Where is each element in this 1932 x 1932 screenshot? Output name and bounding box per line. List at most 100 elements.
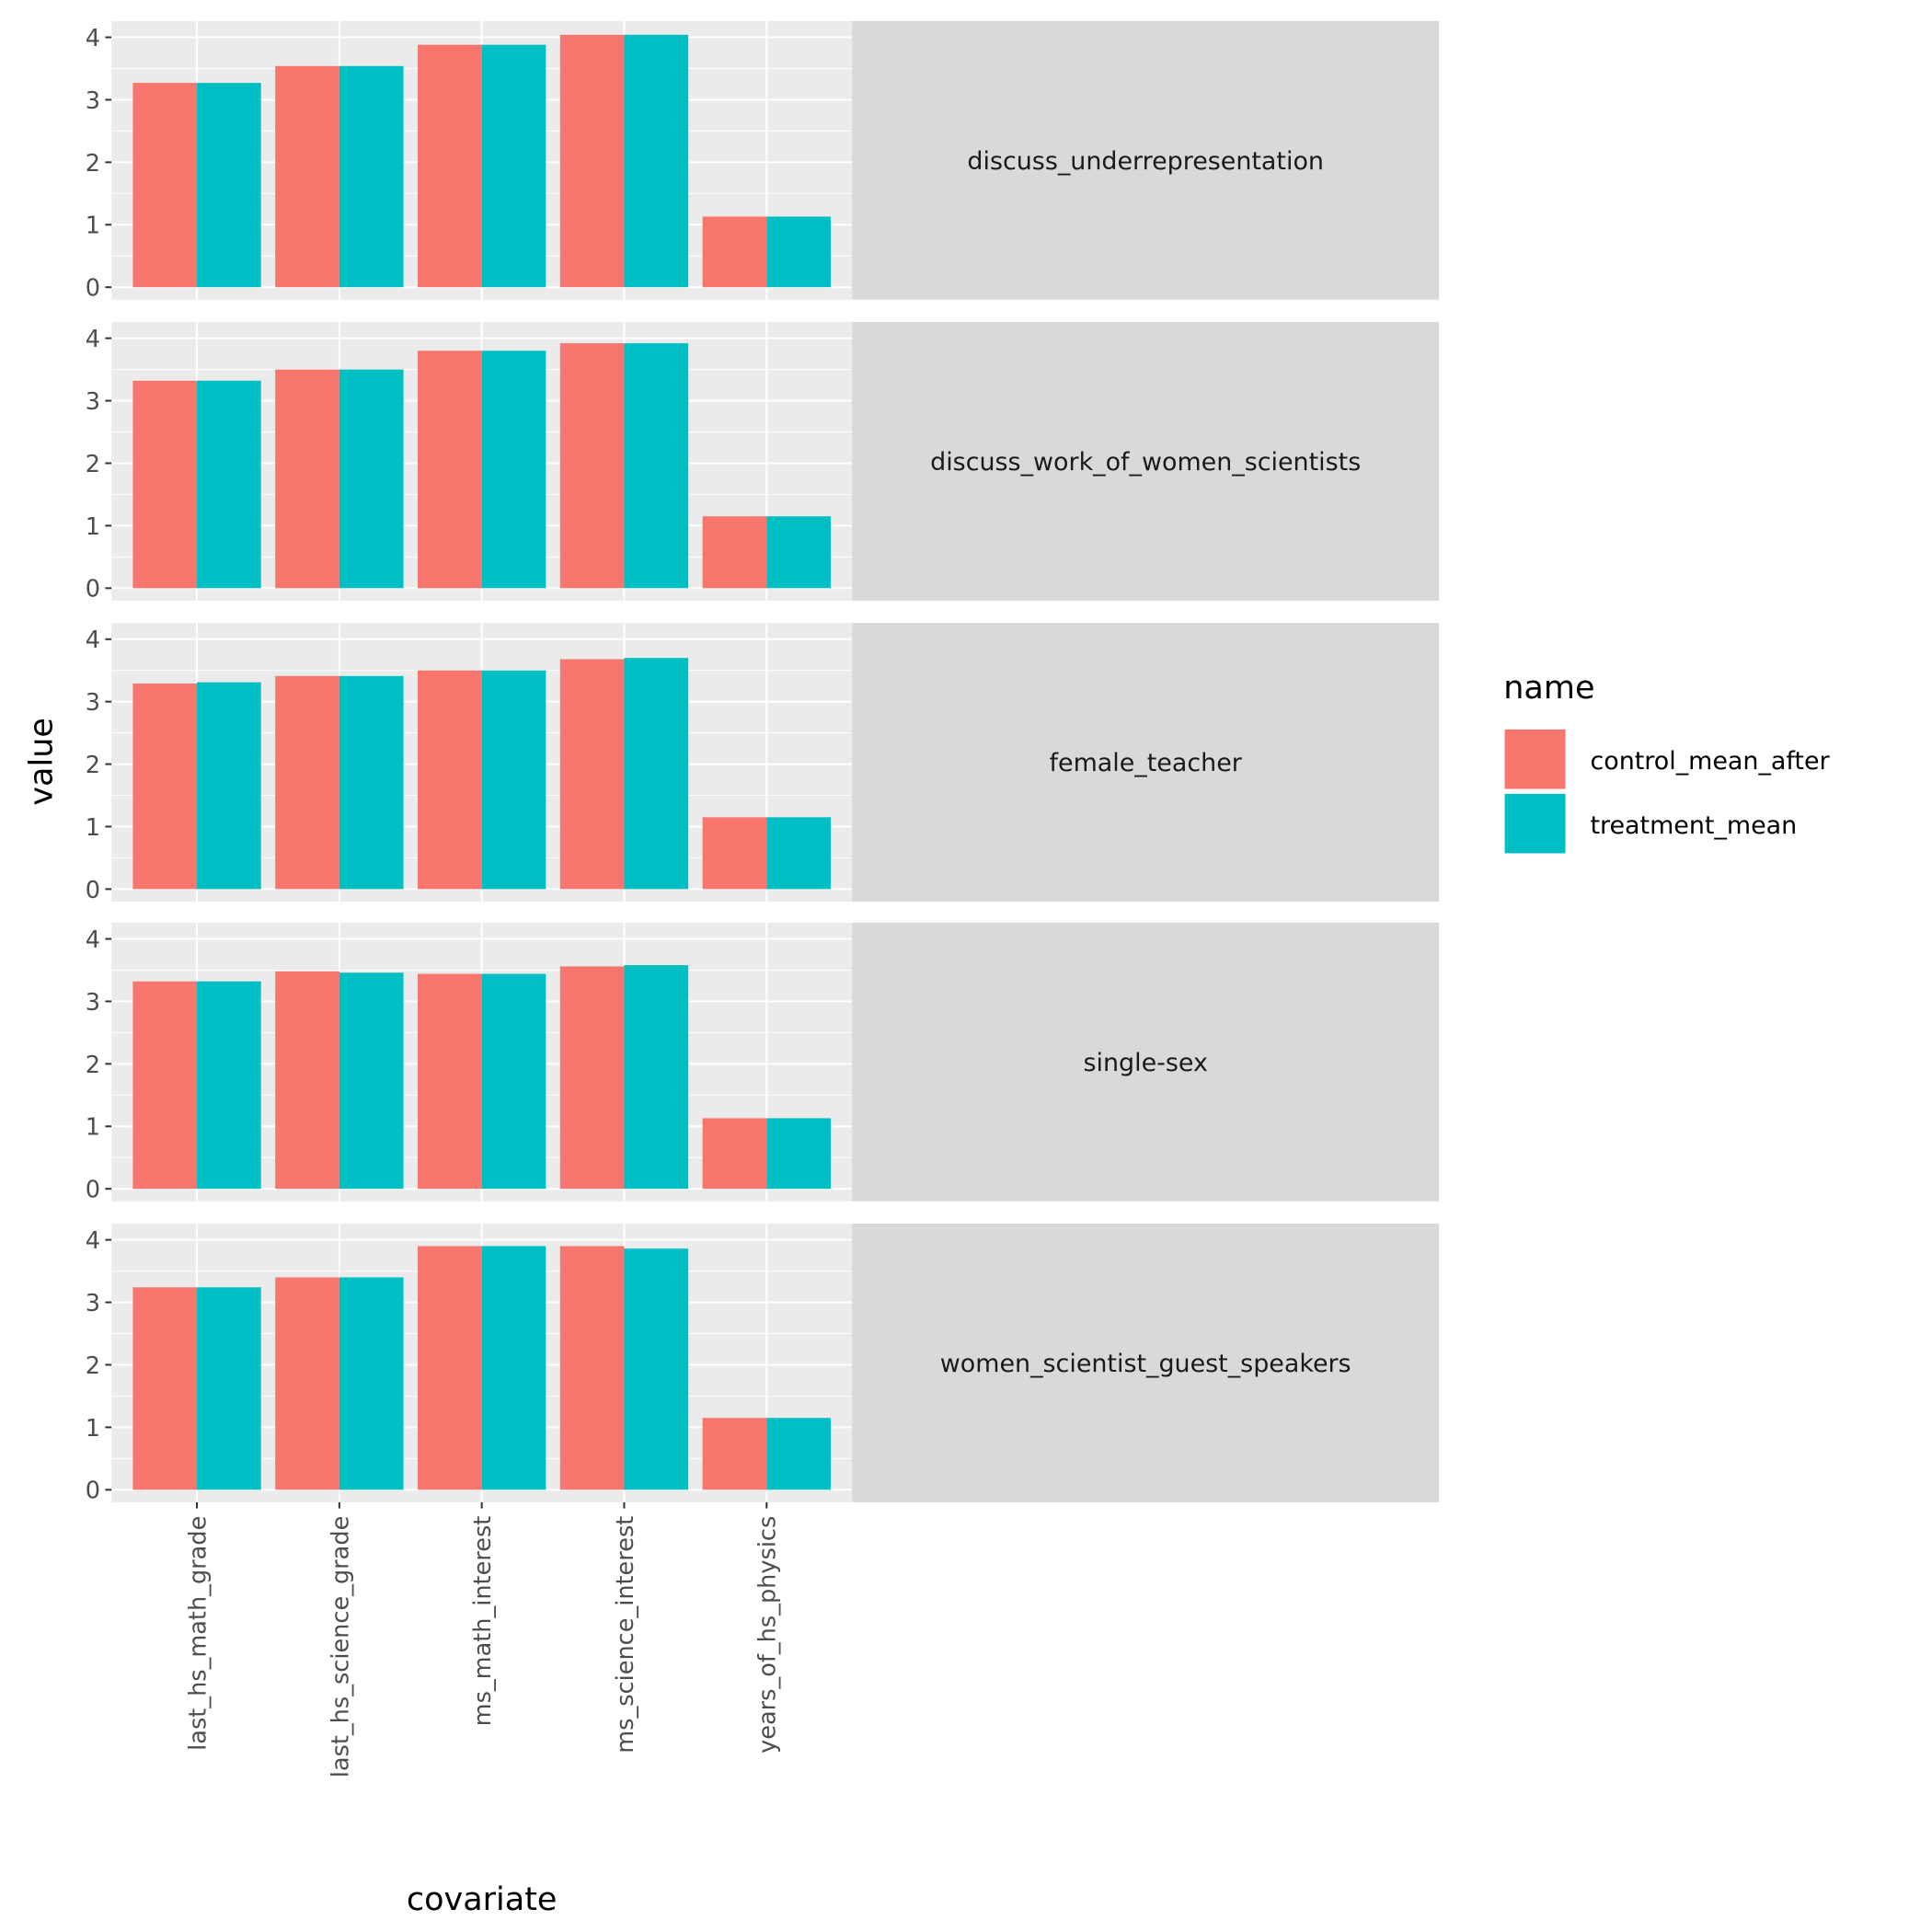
- x-axis-title: covariate: [407, 1881, 558, 1918]
- y-tick-label: 3: [86, 1290, 100, 1317]
- y-tick-label: 0: [86, 275, 100, 303]
- y-tick-label: 4: [86, 326, 100, 353]
- x-tick-label: ms_science_interest: [612, 1516, 639, 1754]
- facet-panel: 0 1 2 3 4 female_teacher: [86, 623, 1440, 904]
- bar-control_mean_after-years_of_hs_physics: [702, 1418, 767, 1490]
- bar-control_mean_after-last_hs_science_grade: [275, 675, 339, 890]
- y-tick-label: 2: [86, 1352, 100, 1380]
- facet-strip-label: women_scientist_guest_speakers: [940, 1350, 1351, 1378]
- y-tick-label: 3: [86, 689, 100, 717]
- facet-panel: 0 1 2 3 4 women_scientist_guest_speakers last_…: [86, 1224, 1440, 1778]
- bar-treatment_mean-last_hs_math_grade: [197, 981, 261, 1190]
- bar-treatment_mean-last_hs_science_grade: [339, 675, 404, 890]
- bar-control_mean_after-ms_math_interest: [417, 1246, 482, 1490]
- bar-treatment_mean-last_hs_math_grade: [197, 1287, 261, 1490]
- bar-control_mean_after-last_hs_science_grade: [275, 369, 339, 589]
- bar-treatment_mean-ms_math_interest: [481, 44, 546, 288]
- legend-label-control: control_mean_after: [1590, 747, 1830, 776]
- bar-treatment_mean-last_hs_science_grade: [339, 369, 404, 589]
- facet-strip: [852, 922, 1440, 1202]
- bar-treatment_mean-years_of_hs_physics: [766, 216, 831, 288]
- bar-control_mean_after-ms_science_interest: [559, 659, 625, 890]
- y-tick-label: 0: [86, 877, 100, 904]
- y-tick-label: 0: [86, 1478, 100, 1505]
- bar-control_mean_after-last_hs_science_grade: [275, 65, 339, 288]
- y-tick-label: 1: [86, 213, 100, 240]
- x-tick-label: ms_math_interest: [469, 1516, 497, 1727]
- y-tick-label: 3: [86, 989, 100, 1017]
- facet-strip-label: discuss_underrepresentation: [967, 147, 1324, 176]
- bar-control_mean_after-last_hs_math_grade: [132, 1287, 198, 1490]
- y-tick-label: 4: [86, 627, 100, 654]
- legend-title: name: [1503, 670, 1594, 707]
- bar-control_mean_after-ms_science_interest: [559, 966, 625, 1190]
- y-tick-label: 1: [86, 513, 100, 541]
- y-tick-label: 2: [86, 752, 100, 779]
- bar-control_mean_after-ms_science_interest: [559, 1246, 625, 1490]
- x-tick-label: years_of_hs_physics: [754, 1516, 782, 1754]
- y-tick-label: 1: [86, 814, 100, 842]
- facet-strip: [852, 1224, 1440, 1502]
- legend-key-treatment: [1501, 791, 1569, 857]
- bar-treatment_mean-last_hs_math_grade: [197, 682, 261, 890]
- bar-control_mean_after-years_of_hs_physics: [702, 216, 767, 288]
- bar-treatment_mean-last_hs_science_grade: [339, 65, 404, 288]
- bar-treatment_mean-years_of_hs_physics: [766, 1118, 831, 1190]
- bar-control_mean_after-last_hs_math_grade: [132, 981, 198, 1190]
- facet-strip-label: discuss_work_of_women_scientists: [930, 448, 1361, 477]
- bar-treatment_mean-ms_science_interest: [624, 343, 689, 589]
- facet-strip-label: single-sex: [1083, 1049, 1207, 1077]
- facet-panel: 0 1 2 3 4 discuss_underrepresentation: [86, 20, 1440, 303]
- facet-strip-label: female_teacher: [1050, 749, 1243, 777]
- y-axis-title: value: [24, 718, 61, 806]
- facet-panel: 0 1 2 3 4 discuss_work_of_women_scientists: [86, 322, 1440, 604]
- bar-control_mean_after-last_hs_math_grade: [132, 683, 198, 890]
- bar-control_mean_after-last_hs_science_grade: [275, 1277, 339, 1490]
- y-tick-label: 4: [86, 25, 100, 52]
- bar-treatment_mean-last_hs_math_grade: [197, 83, 261, 288]
- bar-treatment_mean-ms_science_interest: [624, 1248, 689, 1490]
- bar-control_mean_after-ms_science_interest: [559, 34, 625, 288]
- x-tick-label: last_hs_math_grade: [184, 1516, 212, 1751]
- legend-label-treatment: treatment_mean: [1590, 811, 1797, 840]
- bar-control_mean_after-ms_math_interest: [417, 973, 482, 1190]
- y-tick-label: 1: [86, 1415, 100, 1443]
- y-tick-label: 0: [86, 1177, 100, 1204]
- legend-key-control: [1501, 727, 1569, 792]
- facet-strip: [852, 322, 1440, 601]
- bar-control_mean_after-last_hs_science_grade: [275, 971, 339, 1190]
- bar-control_mean_after-last_hs_math_grade: [132, 83, 198, 288]
- bar-treatment_mean-ms_math_interest: [481, 670, 546, 890]
- bar-control_mean_after-years_of_hs_physics: [702, 516, 767, 589]
- bar-treatment_mean-ms_math_interest: [481, 1246, 546, 1490]
- bar-control_mean_after-years_of_hs_physics: [702, 817, 767, 890]
- bar-treatment_mean-years_of_hs_physics: [766, 817, 831, 890]
- y-tick-label: 3: [86, 87, 100, 115]
- y-tick-label: 1: [86, 1114, 100, 1142]
- bar-treatment_mean-ms_science_interest: [624, 965, 689, 1190]
- bar-treatment_mean-last_hs_math_grade: [197, 380, 261, 589]
- legend: name control_mean_after treatment_mean: [1501, 670, 1831, 857]
- x-tick-label: last_hs_science_grade: [327, 1516, 354, 1778]
- bar-control_mean_after-ms_math_interest: [417, 44, 482, 288]
- y-tick-label: 4: [86, 926, 100, 954]
- y-tick-label: 0: [86, 576, 100, 604]
- y-tick-label: 2: [86, 1052, 100, 1079]
- facet-panel: 0 1 2 3 4 single-sex: [86, 922, 1440, 1204]
- bar-treatment_mean-last_hs_science_grade: [339, 972, 404, 1190]
- y-tick-label: 3: [86, 388, 100, 416]
- bar-treatment_mean-last_hs_science_grade: [339, 1277, 404, 1490]
- bar-control_mean_after-ms_science_interest: [559, 343, 625, 589]
- y-tick-label: 2: [86, 451, 100, 478]
- bar-treatment_mean-ms_math_interest: [481, 973, 546, 1190]
- y-tick-label: 4: [86, 1227, 100, 1255]
- bar-treatment_mean-years_of_hs_physics: [766, 516, 831, 589]
- bar-treatment_mean-ms_math_interest: [481, 351, 546, 589]
- bar-control_mean_after-years_of_hs_physics: [702, 1118, 767, 1190]
- y-tick-label: 2: [86, 150, 100, 178]
- facet-strip: [852, 623, 1440, 902]
- bar-treatment_mean-years_of_hs_physics: [766, 1418, 831, 1490]
- bar-control_mean_after-last_hs_math_grade: [132, 380, 198, 589]
- facet-strip: [852, 20, 1440, 300]
